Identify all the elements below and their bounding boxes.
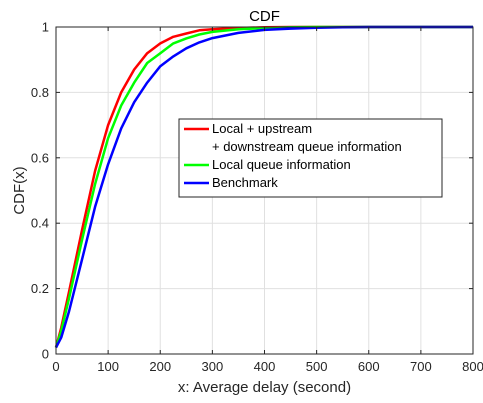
- y-tick-label: 0.4: [31, 216, 49, 231]
- chart-title: CDF: [249, 8, 280, 25]
- x-tick-label: 300: [202, 359, 224, 374]
- legend-box: [178, 118, 443, 198]
- x-tick-label: 600: [358, 359, 380, 374]
- y-tick-label: 1: [42, 20, 49, 35]
- x-tick-label: 500: [306, 359, 328, 374]
- y-tick-label: 0.6: [31, 150, 49, 165]
- x-tick-label: 100: [97, 359, 119, 374]
- x-tick-label: 400: [254, 359, 276, 374]
- y-tick-label: 0.8: [31, 85, 49, 100]
- legend-label-3: Benchmark: [212, 175, 278, 190]
- legend: Local + upstream + downstream queue infor…: [178, 118, 443, 198]
- x-tick-label: 700: [410, 359, 432, 374]
- x-axis-label: x: Average delay (second): [178, 379, 351, 396]
- x-tick-label: 0: [52, 359, 59, 374]
- tick-layer: 0 100 200 300 400 500 600 700 800 0 0.2 0.4 0.6 0.8 1: [31, 20, 483, 375]
- x-tick-label: 800: [462, 359, 483, 374]
- legend-label-2: Local queue information: [212, 157, 351, 172]
- y-tick-label: 0.2: [31, 281, 49, 296]
- y-axis-label: CDF(x): [11, 166, 28, 214]
- legend-label-1: Local + upstream + downstream queue infor…: [212, 121, 402, 154]
- x-tick-label: 200: [149, 359, 171, 374]
- y-tick-label: 0: [42, 347, 49, 362]
